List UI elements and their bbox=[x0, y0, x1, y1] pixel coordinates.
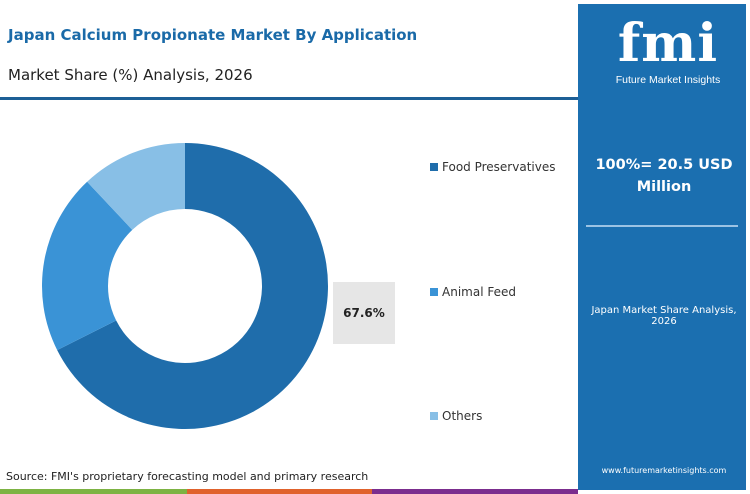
fmi-logo: fmi Future Market Insights bbox=[608, 14, 728, 94]
legend-label: Animal Feed bbox=[442, 285, 516, 299]
info-panel: fmi Future Market Insights 100%= 20.5 US… bbox=[578, 0, 750, 494]
chart-subtitle: Market Share (%) Analysis, 2026 bbox=[8, 66, 253, 84]
legend-label: Others bbox=[442, 409, 483, 423]
legend-item-animal-feed: Animal Feed bbox=[430, 285, 516, 299]
legend-swatch bbox=[430, 163, 438, 171]
legend-label: Food Preservatives bbox=[442, 160, 556, 174]
chart-title: Japan Calcium Propionate Market By Appli… bbox=[8, 26, 418, 44]
logo-mark: fmi bbox=[617, 13, 719, 74]
footer-bar-purple bbox=[372, 489, 578, 494]
header-divider bbox=[0, 97, 578, 100]
donut-slice-others bbox=[87, 143, 185, 230]
footer-bar-green bbox=[0, 489, 187, 494]
market-total: 100%= 20.5 USD Million bbox=[595, 157, 733, 195]
legend-item-others: Others bbox=[430, 409, 482, 423]
website-link[interactable]: www.futuremarketinsights.com bbox=[601, 466, 727, 475]
source-note: Source: FMI's proprietary forecasting mo… bbox=[6, 470, 369, 483]
legend-swatch bbox=[430, 288, 438, 296]
panel-divider bbox=[586, 225, 738, 227]
donut-chart bbox=[41, 143, 328, 429]
footer-bar-orange bbox=[187, 489, 372, 494]
logo-text: Future Market Insights bbox=[615, 74, 721, 86]
donut-slice-food-preservatives bbox=[57, 143, 328, 429]
donut-slice-animal-feed bbox=[41, 181, 133, 351]
legend-swatch bbox=[430, 412, 438, 420]
legend-item-food-preservatives: Food Preservatives bbox=[430, 160, 555, 174]
region-label: Japan Market Share Analysis, 2026 bbox=[591, 305, 737, 327]
data-label-food-preservatives: 67.6% bbox=[333, 282, 395, 344]
